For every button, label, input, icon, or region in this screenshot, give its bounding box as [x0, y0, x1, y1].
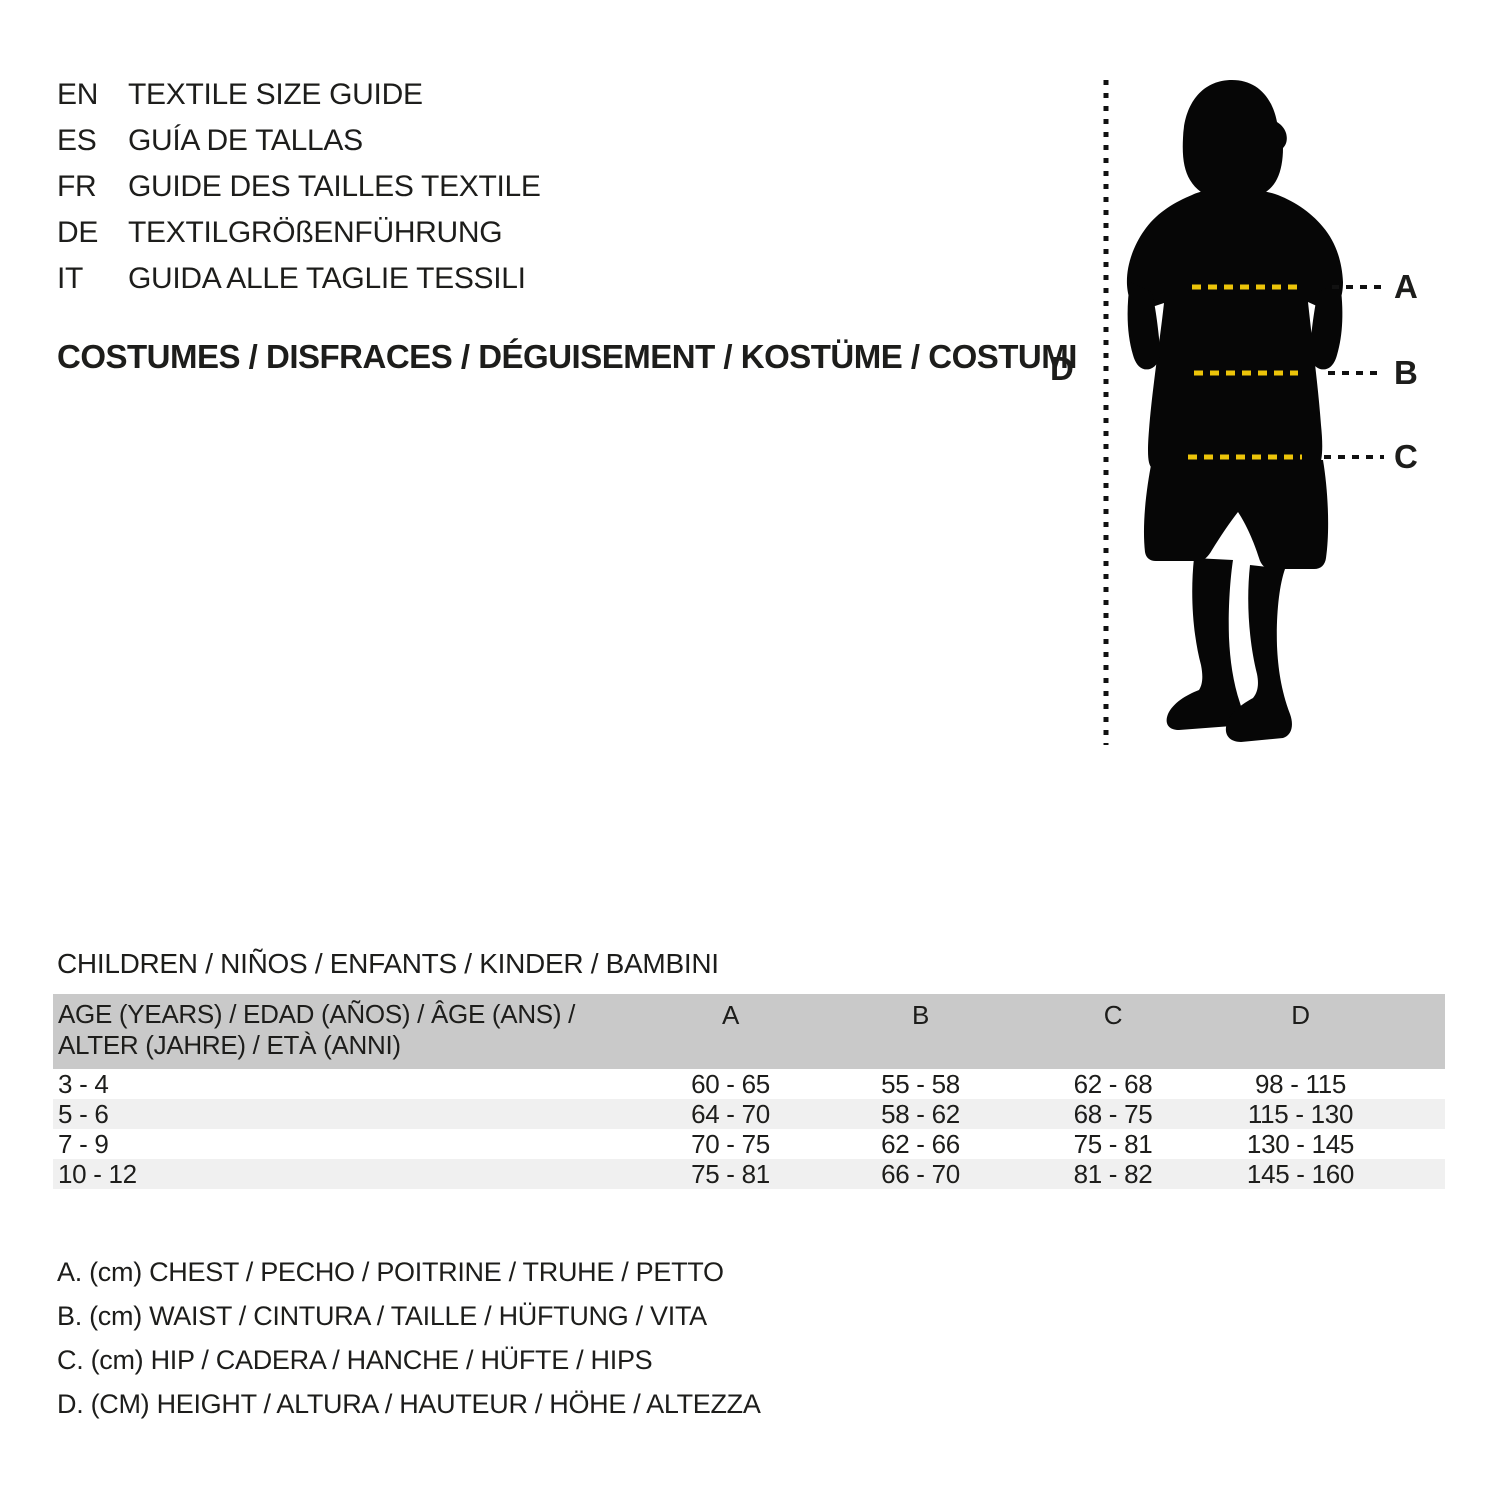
- legend-line: D. (CM) HEIGHT / ALTURA / HAUTEUR / HÖHE…: [57, 1389, 761, 1419]
- category-title: COSTUMES / DISFRACES / DÉGUISEMENT / KOS…: [57, 338, 1077, 375]
- column-header-d: D: [1291, 1000, 1310, 1030]
- table-row: 3 - 4 60 - 65 55 - 58 62 - 68 98 - 115: [53, 1069, 1445, 1099]
- language-title: GUÍA DE TALLAS: [128, 124, 363, 157]
- language-title: GUIDE DES TAILLES TEXTILE: [128, 170, 541, 203]
- waist-label-b: B: [1394, 354, 1418, 391]
- height-label-d: D: [1050, 350, 1074, 387]
- height-value-cell: 115 - 130: [1247, 1099, 1354, 1129]
- height-value-cell: 130 - 145: [1246, 1129, 1355, 1159]
- language-row: FR GUIDE DES TAILLES TEXTILE: [57, 164, 541, 210]
- language-code: FR: [57, 170, 97, 203]
- age-header-cell: AGE (YEARS) / EDAD (AÑOS) / ÂGE (ANS) / …: [53, 999, 628, 1061]
- age-cell: 7 - 9: [58, 1129, 109, 1159]
- language-list: EN TEXTILE SIZE GUIDE ES GUÍA DE TALLAS …: [57, 72, 541, 302]
- legend-line: A. (cm) CHEST / PECHO / POITRINE / TRUHE…: [57, 1257, 724, 1287]
- height-value-cell: 98 - 115: [1254, 1069, 1347, 1099]
- waist-value-cell: 66 - 70: [881, 1159, 960, 1189]
- language-title: TEXTILGRÖßENFÜHRUNG: [128, 216, 503, 249]
- language-code: EN: [57, 78, 99, 111]
- height-value-cell: 145 - 160: [1246, 1159, 1355, 1189]
- hip-value-cell: 81 - 82: [1073, 1159, 1153, 1189]
- silhouette-shorts: [1143, 460, 1329, 569]
- waist-value-cell: 55 - 58: [881, 1069, 960, 1099]
- column-header-b: B: [911, 1000, 930, 1030]
- language-row: EN TEXTILE SIZE GUIDE: [57, 72, 541, 118]
- table-row: 5 - 6 64 - 70 58 - 62 68 - 75 115 - 130: [53, 1099, 1445, 1129]
- language-code: DE: [57, 216, 99, 249]
- child-silhouette-figure: [1103, 80, 1386, 745]
- child-silhouette: [1126, 80, 1343, 742]
- hip-value-cell: 75 - 81: [1073, 1129, 1153, 1159]
- table-row: 7 - 9 70 - 75 62 - 66 75 - 81 130 - 145: [53, 1129, 1445, 1159]
- language-code: IT: [57, 262, 84, 295]
- chest-value-cell: 70 - 75: [691, 1129, 770, 1159]
- silhouette-right-leg: [1225, 565, 1292, 742]
- table-row: 10 - 12 75 - 81 66 - 70 81 - 82 145 - 16…: [53, 1159, 1445, 1189]
- column-header-a: A: [721, 1000, 740, 1030]
- waist-value-cell: 62 - 66: [881, 1129, 960, 1159]
- age-cell: 10 - 12: [58, 1159, 137, 1189]
- language-row: DE TEXTILGRÖßENFÜHRUNG: [57, 210, 541, 256]
- silhouette-head: [1182, 80, 1287, 198]
- chest-value-cell: 75 - 81: [691, 1159, 770, 1189]
- language-row: IT GUIDA ALLE TAGLIE TESSILI: [57, 256, 541, 302]
- silhouette-left-arm: [1127, 282, 1161, 370]
- hip-label-c: C: [1394, 438, 1418, 475]
- size-table: AGE (YEARS) / EDAD (AÑOS) / ÂGE (ANS) / …: [53, 994, 1445, 1189]
- language-title: GUIDA ALLE TAGLIE TESSILI: [128, 262, 526, 295]
- age-header-line1: AGE (YEARS) / EDAD (AÑOS) / ÂGE (ANS) /: [58, 999, 576, 1029]
- chest-value-cell: 64 - 70: [691, 1099, 770, 1129]
- language-code: ES: [57, 124, 97, 157]
- measurement-legend: A. (cm) CHEST / PECHO / POITRINE / TRUHE…: [57, 1250, 761, 1426]
- language-title: TEXTILE SIZE GUIDE: [128, 78, 423, 111]
- children-section-title: CHILDREN / NIÑOS / ENFANTS / KINDER / BA…: [57, 948, 719, 979]
- hip-value-cell: 68 - 75: [1073, 1099, 1153, 1129]
- legend-line: B. (cm) WAIST / CINTURA / TAILLE / HÜFTU…: [57, 1301, 707, 1331]
- silhouette-right-arm: [1309, 282, 1343, 370]
- silhouette-torso: [1126, 188, 1343, 470]
- hip-value-cell: 62 - 68: [1073, 1069, 1153, 1099]
- silhouette-left-leg: [1166, 558, 1242, 730]
- age-cell: 5 - 6: [58, 1099, 109, 1129]
- column-header-c: C: [1103, 1000, 1123, 1030]
- table-header: AGE (YEARS) / EDAD (AÑOS) / ÂGE (ANS) / …: [53, 994, 1445, 1069]
- age-header-line2: ALTER (JAHRE) / ETÀ (ANNI): [58, 1030, 401, 1060]
- chest-value-cell: 60 - 65: [691, 1069, 770, 1099]
- waist-value-cell: 58 - 62: [881, 1099, 960, 1129]
- legend-line: C. (cm) HIP / CADERA / HANCHE / HÜFTE / …: [57, 1345, 653, 1375]
- age-cell: 3 - 4: [58, 1069, 109, 1099]
- chest-label-a: A: [1394, 268, 1418, 305]
- table-body: 3 - 4 60 - 65 55 - 58 62 - 68 98 - 115 5…: [53, 1069, 1445, 1189]
- language-row: ES GUÍA DE TALLAS: [57, 118, 541, 164]
